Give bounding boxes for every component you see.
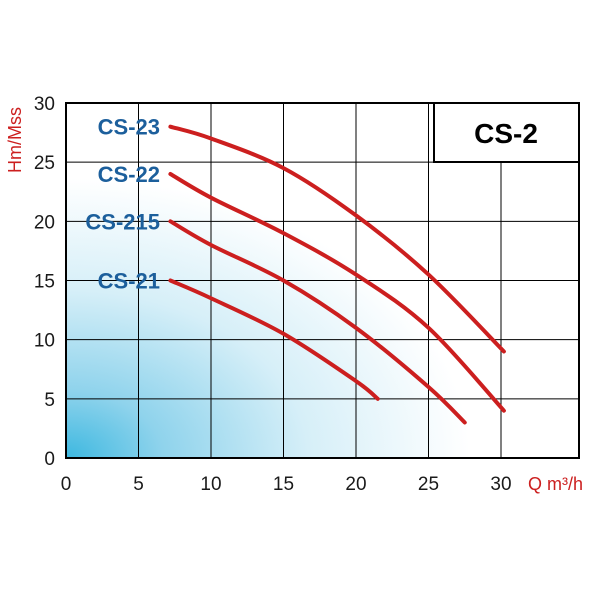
series-labels-layer: CS-23 CS-22 CS-215 CS-21 (85, 115, 160, 294)
y-tick-label: 5 (44, 390, 55, 411)
series-label-cs-21: CS-21 (98, 269, 160, 294)
x-tick-label: 25 (418, 474, 439, 495)
y-tick-label: 0 (44, 449, 55, 470)
chart-title: CS-2 (474, 118, 538, 149)
x-tick-label: 0 (61, 474, 72, 495)
curve-cs-22 (168, 172, 506, 413)
curve-cs-23 (168, 124, 506, 354)
curves-layer (168, 124, 506, 425)
curve-cs-21 (168, 278, 380, 401)
y-axis-label: Hm/Mss (5, 107, 25, 173)
y-tick-label: 10 (34, 331, 55, 352)
model-title-frame (433, 102, 580, 163)
x-tick-label: 5 (133, 474, 144, 495)
x-tick-label: 15 (273, 474, 294, 495)
y-tick-labels: 0 5 10 15 20 25 30 (34, 94, 55, 470)
x-tick-labels: 0 5 10 15 20 25 30 (61, 474, 512, 495)
x-tick-label: 30 (490, 474, 511, 495)
series-label-cs-23: CS-23 (98, 115, 160, 140)
x-tick-label: 20 (345, 474, 366, 495)
plot-frame (65, 102, 580, 459)
y-tick-label: 25 (34, 153, 55, 174)
x-tick-label: 10 (200, 474, 221, 495)
model-title-box: CS-2 (433, 102, 580, 163)
x-axis-label: Q m³/h (528, 474, 583, 494)
series-label-cs-22: CS-22 (98, 162, 160, 187)
series-label-cs-215: CS-215 (85, 209, 160, 234)
y-tick-label: 20 (34, 212, 55, 233)
y-tick-label: 30 (34, 94, 55, 115)
curve-cs-215 (168, 219, 467, 425)
y-tick-label: 15 (34, 272, 55, 293)
